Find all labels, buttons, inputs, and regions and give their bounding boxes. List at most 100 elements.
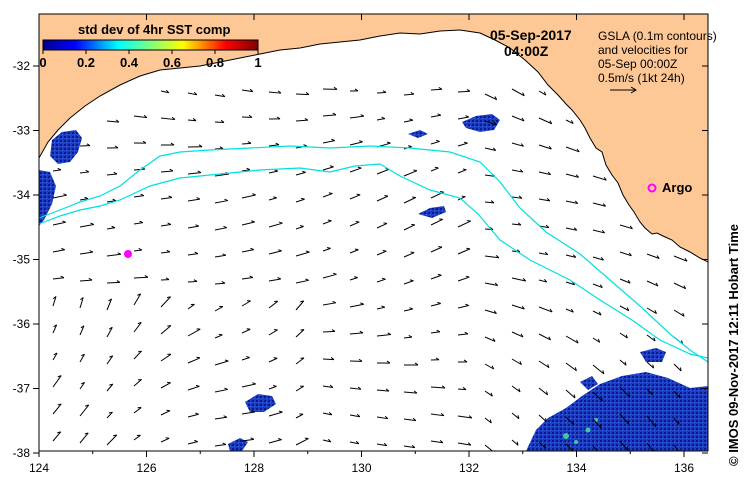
velocity-arrow-head	[546, 198, 551, 202]
velocity-arrow	[511, 115, 525, 122]
velocity-arrow-head	[223, 415, 228, 418]
velocity-arrow	[457, 388, 467, 391]
velocity-arrow-head	[86, 143, 91, 147]
velocity-arrow	[241, 411, 255, 415]
velocity-arrow	[646, 280, 659, 287]
velocity-arrow	[403, 280, 414, 285]
velocity-arrow-head	[516, 441, 519, 446]
velocity-arrow-head	[410, 91, 415, 95]
velocity-arrow	[619, 413, 629, 425]
velocity-arrow-head	[463, 359, 468, 363]
velocity-arrow-head	[251, 220, 255, 223]
velocity-arrow-head	[467, 220, 471, 222]
velocity-arrow	[160, 296, 171, 308]
velocity-arrow-head	[329, 384, 334, 388]
velocity-arrow-head	[89, 250, 94, 253]
velocity-arrow	[106, 434, 118, 446]
velocity-arrow	[295, 413, 304, 419]
velocity-arrow	[376, 222, 388, 229]
velocity-arrow	[241, 438, 254, 442]
velocity-arrow	[295, 329, 305, 338]
velocity-arrow	[484, 336, 496, 342]
velocity-arrow	[349, 221, 360, 227]
velocity-arrow	[646, 253, 660, 259]
velocity-arrow	[52, 221, 66, 226]
velocity-arrow-head	[57, 167, 62, 171]
lon-tick-label: 124	[29, 461, 49, 475]
velocity-arrow	[430, 413, 444, 417]
velocity-arrow	[268, 250, 282, 255]
velocity-arrow	[349, 441, 359, 445]
velocity-arrow-head	[520, 333, 524, 338]
velocity-arrow-head	[548, 336, 552, 341]
velocity-arrow-head	[142, 140, 147, 144]
velocity-arrow	[511, 169, 523, 173]
velocity-arrow	[322, 439, 331, 443]
velocity-arrow-head	[252, 382, 256, 385]
velocity-arrow	[79, 353, 85, 363]
velocity-arrow	[646, 388, 653, 396]
velocity-arrow-head	[494, 96, 498, 100]
velocity-arrow	[349, 414, 360, 418]
velocity-arrow	[214, 227, 227, 231]
velocity-arrow	[295, 171, 306, 176]
velocity-arrow	[484, 201, 495, 204]
velocity-arrow-head	[84, 432, 89, 435]
velocity-arrow-head	[383, 222, 388, 224]
velocity-arrow-head	[196, 197, 201, 200]
velocity-arrow	[187, 357, 201, 364]
velocity-arrow-head	[80, 325, 85, 329]
velocity-arrow	[538, 117, 552, 125]
velocity-arrow-head	[355, 220, 360, 223]
velocity-arrow-head	[409, 307, 413, 310]
velocity-arrow	[133, 276, 149, 279]
velocity-arrow	[106, 327, 113, 338]
velocity-arrow-head	[331, 138, 335, 142]
velocity-arrow	[457, 248, 471, 255]
velocity-arrow-head	[246, 167, 251, 171]
velocity-arrow-head	[570, 308, 574, 313]
velocity-arrow-head	[302, 170, 306, 173]
lat-tick-label: -34	[13, 188, 31, 202]
velocity-arrow-head	[196, 356, 201, 359]
velocity-arrow	[484, 444, 494, 451]
velocity-arrow-head	[682, 312, 685, 317]
velocity-arrow-head	[439, 440, 444, 444]
velocity-arrow-head	[492, 338, 496, 342]
velocity-arrow	[538, 414, 547, 423]
velocity-arrow-head	[276, 116, 281, 120]
velocity-arrow	[565, 119, 574, 124]
velocity-arrow-head	[53, 352, 58, 356]
velocity-arrow-head	[602, 203, 606, 207]
velocity-arrow	[457, 415, 472, 419]
velocity-arrow-head	[221, 281, 226, 284]
velocity-arrow	[646, 361, 654, 369]
velocity-arrow	[79, 171, 89, 174]
velocity-arrow	[349, 303, 364, 308]
velocity-arrow-head	[598, 311, 602, 316]
velocity-arrow	[187, 172, 201, 175]
velocity-arrow-head	[329, 165, 334, 168]
velocity-arrow-head	[382, 249, 387, 252]
velocity-arrow	[376, 416, 388, 420]
velocity-arrow	[565, 281, 575, 286]
velocity-arrow-head	[333, 86, 338, 90]
velocity-arrow-head	[193, 279, 198, 282]
velocity-arrow	[52, 431, 62, 442]
velocity-arrow-head	[466, 247, 471, 250]
velocity-arrow	[484, 255, 499, 259]
velocity-arrow	[52, 169, 61, 172]
velocity-arrow-head	[57, 375, 62, 378]
velocity-arrow-head	[436, 329, 441, 333]
velocity-arrow	[295, 226, 304, 230]
velocity-arrow	[106, 298, 113, 311]
velocity-arrow-head	[654, 310, 657, 314]
velocity-arrow	[619, 332, 628, 339]
velocity-arrows	[52, 86, 688, 451]
velocity-arrow-head	[115, 119, 120, 123]
velocity-arrow-head	[358, 358, 363, 362]
velocity-arrow-head	[572, 421, 575, 425]
velocity-arrow	[565, 200, 578, 205]
velocity-arrow-head	[602, 370, 605, 375]
velocity-arrow-head	[300, 197, 305, 200]
